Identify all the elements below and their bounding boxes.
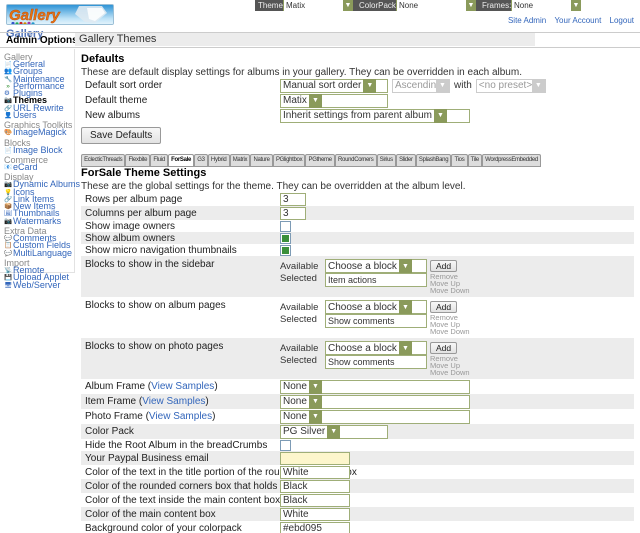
svg-text:Gallery: Gallery [9, 7, 61, 24]
